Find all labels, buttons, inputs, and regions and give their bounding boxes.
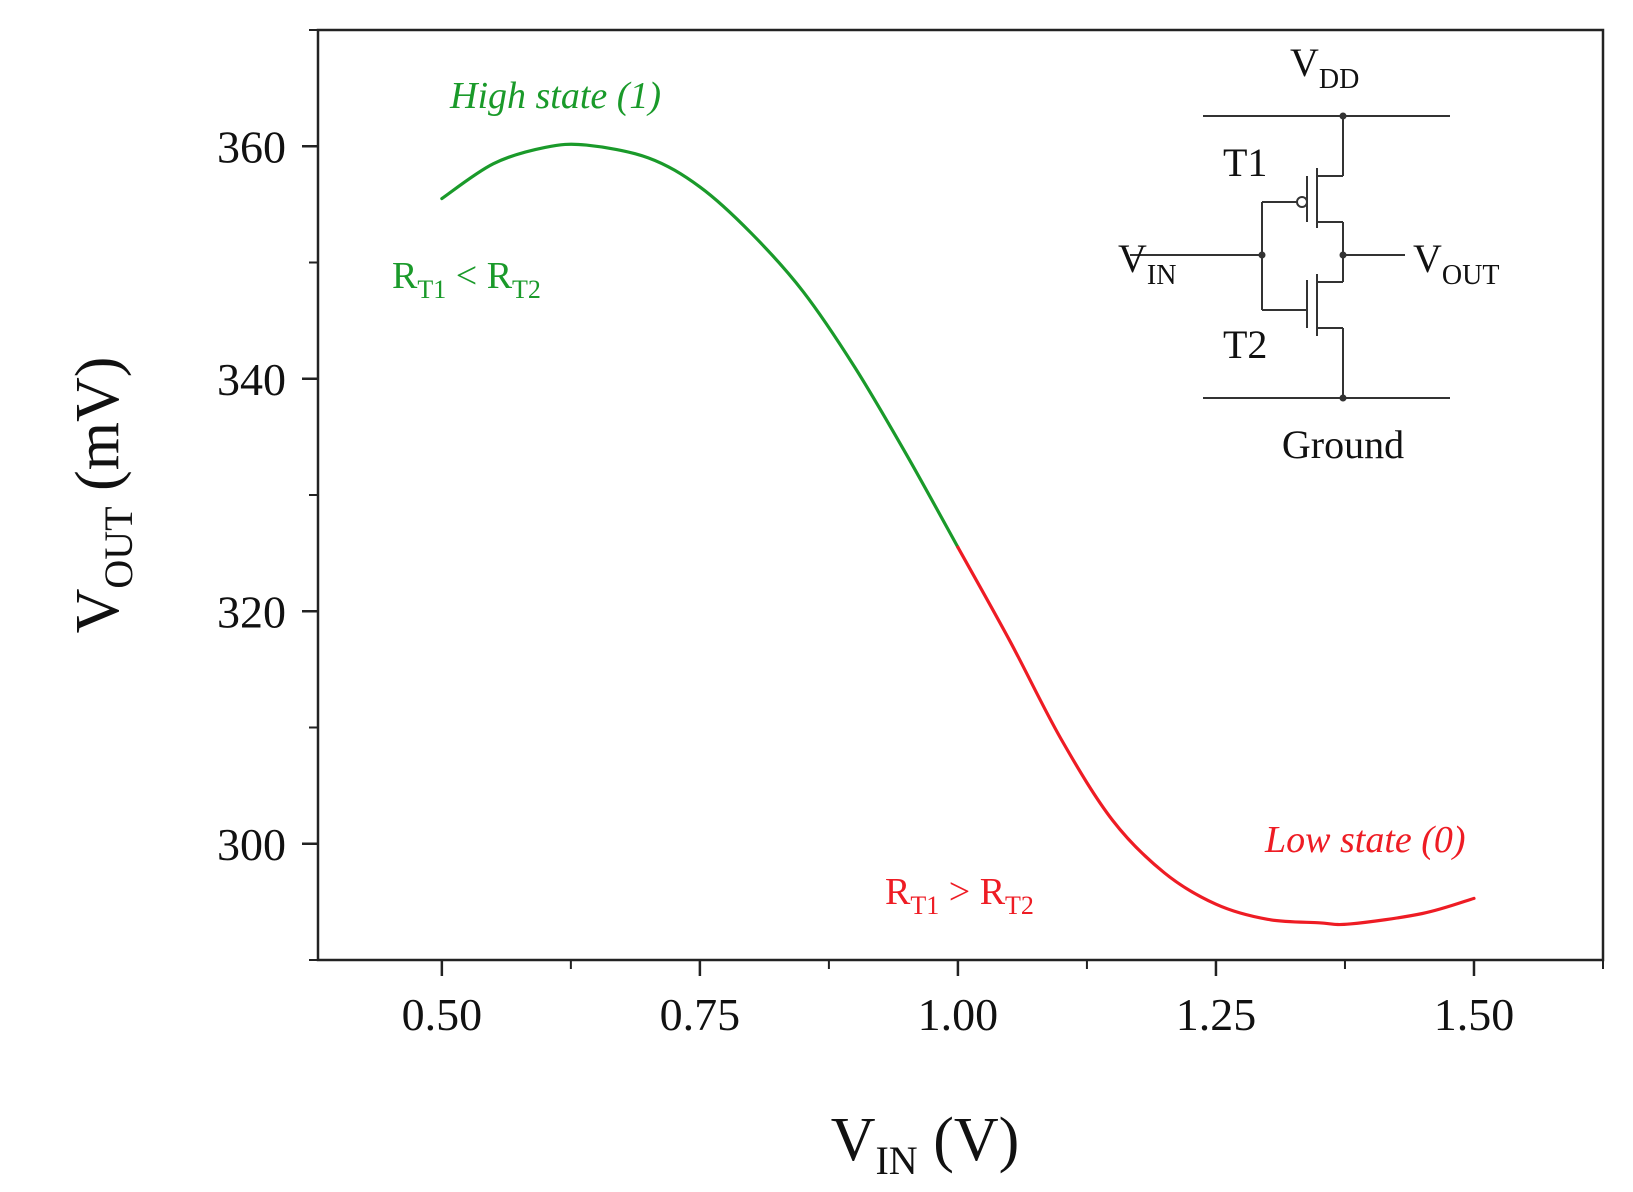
series-line-high-state xyxy=(440,142,960,549)
t2-label: T2 xyxy=(1223,322,1267,367)
y-tick-label: 360 xyxy=(217,121,286,172)
x-tick-label: 0.50 xyxy=(402,989,483,1040)
low-state-annotation: Low state (0) xyxy=(1264,819,1466,861)
series-layer xyxy=(440,142,1476,927)
output-junction-dot xyxy=(1339,251,1347,259)
high-state-annotation: High state (1) xyxy=(449,75,661,117)
inverter-circuit-inset xyxy=(1130,115,1450,399)
x-axis-ticks: 0.50 0.75 1.00 1.25 1.50 xyxy=(402,960,1604,1040)
x-tick-label: 1.25 xyxy=(1176,989,1257,1040)
rt-less-annotation: RT1 < RT2 xyxy=(392,255,541,304)
x-axis-title: VIN (V) xyxy=(831,1106,1020,1183)
t1-label: T1 xyxy=(1223,140,1267,185)
vdd-junction-dot xyxy=(1339,112,1347,120)
y-axis-ticks: 300 320 340 360 xyxy=(217,29,318,961)
y-tick-label: 300 xyxy=(217,819,286,870)
y-tick-label: 340 xyxy=(217,354,286,405)
vdd-label: VDD xyxy=(1290,40,1359,95)
x-tick-label: 1.50 xyxy=(1434,989,1515,1040)
rt-greater-annotation: RT1 > RT2 xyxy=(885,871,1034,920)
vout-label: VOUT xyxy=(1413,236,1499,291)
x-tick-label: 0.75 xyxy=(660,989,741,1040)
y-tick-label: 320 xyxy=(217,586,286,637)
t1-gate-bubble xyxy=(1296,196,1308,208)
input-junction-dot xyxy=(1258,251,1266,259)
x-tick-label: 1.00 xyxy=(918,989,999,1040)
vin-label: VIN xyxy=(1118,236,1176,291)
y-axis-title: VOUT (mV) xyxy=(64,357,141,634)
ground-label: Ground xyxy=(1282,422,1404,467)
ground-junction-dot xyxy=(1339,394,1347,402)
series-line-low-state xyxy=(956,545,1476,927)
